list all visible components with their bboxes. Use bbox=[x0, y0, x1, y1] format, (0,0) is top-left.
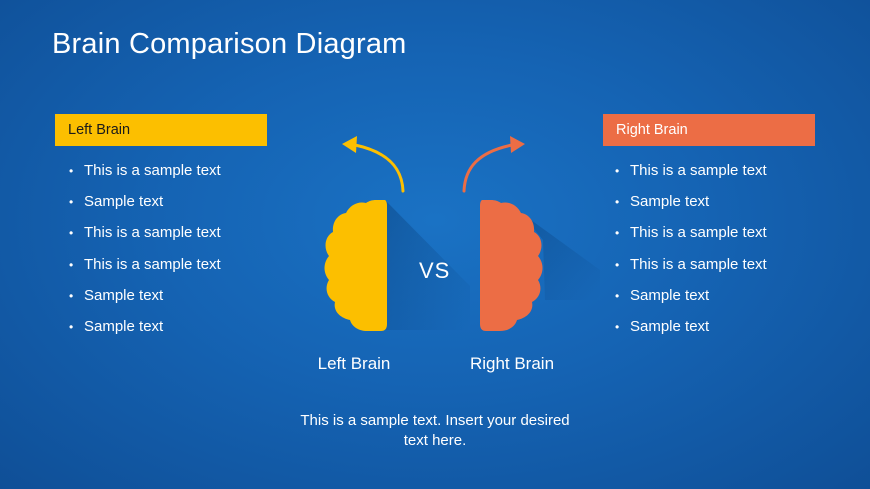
right-brain-hemisphere-icon bbox=[480, 200, 543, 331]
right-brain-list: This is a sample text Sample text This i… bbox=[615, 155, 767, 342]
left-brain-list: This is a sample text Sample text This i… bbox=[69, 155, 221, 342]
list-item: This is a sample text bbox=[69, 155, 221, 186]
list-item: Sample text bbox=[69, 280, 221, 311]
list-item: Sample text bbox=[615, 280, 767, 311]
left-brain-header: Left Brain bbox=[55, 114, 267, 146]
curved-arrow-left-icon bbox=[342, 136, 405, 193]
list-item: This is a sample text bbox=[615, 249, 767, 280]
vs-text: VS bbox=[419, 258, 451, 283]
right-brain-label: Right Brain bbox=[469, 354, 555, 373]
list-item: This is a sample text bbox=[69, 217, 221, 248]
list-item: Sample text bbox=[69, 186, 221, 217]
left-brain-label: Left Brain bbox=[317, 354, 391, 373]
caption-text: This is a sample text. Insert your desir… bbox=[300, 412, 570, 449]
right-brain-shadow bbox=[520, 212, 600, 300]
left-brain-hemisphere-icon bbox=[324, 200, 387, 331]
left-brain-shadow bbox=[385, 200, 470, 330]
list-item: This is a sample text bbox=[615, 155, 767, 186]
page-title: Brain Comparison Diagram bbox=[52, 28, 407, 60]
list-item: This is a sample text bbox=[69, 249, 221, 280]
list-item: Sample text bbox=[69, 311, 221, 342]
list-item: Sample text bbox=[615, 186, 767, 217]
curved-arrow-right-icon bbox=[462, 136, 525, 193]
list-item: Sample text bbox=[615, 311, 767, 342]
right-brain-header: Right Brain bbox=[603, 114, 815, 146]
list-item: This is a sample text bbox=[615, 217, 767, 248]
